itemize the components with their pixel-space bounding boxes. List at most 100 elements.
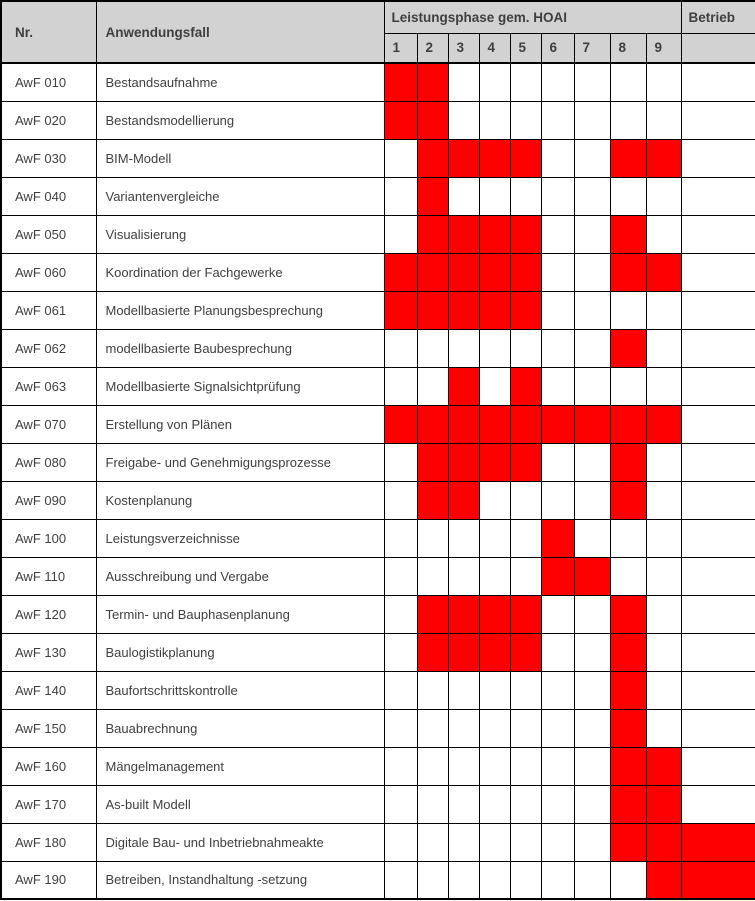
betrieb-cell — [680, 480, 755, 520]
table-row: AwF 170 As-built Modell — [0, 784, 755, 824]
phase-cell-3 — [447, 366, 480, 406]
phase-cell-2 — [416, 822, 449, 862]
phase-cell-5 — [509, 252, 542, 292]
phase-cell-9 — [645, 708, 682, 748]
phase-cell-3 — [447, 518, 480, 558]
table-row: AwF 060 Koordination der Fachgewerke — [0, 252, 755, 292]
phase-cell-9 — [645, 670, 682, 710]
phase-cell-7 — [573, 62, 611, 102]
phase-cell-9 — [645, 214, 682, 254]
phase-cell-8 — [609, 480, 647, 520]
table-row: AwF 070 Erstellung von Plänen — [0, 404, 755, 444]
phase-column-header-4: 4 — [478, 32, 511, 64]
phase-cell-7 — [573, 252, 611, 292]
row-label: As-built Modell — [95, 784, 385, 824]
phase-cell-3 — [447, 290, 480, 330]
phase-cell-5 — [509, 518, 542, 558]
phase-cell-6 — [540, 518, 575, 558]
table-row: AwF 160 Mängelmanagement — [0, 746, 755, 786]
row-label: BIM-Modell — [95, 138, 385, 178]
phase-cell-5 — [509, 62, 542, 102]
phase-cell-7 — [573, 670, 611, 710]
row-label: Leistungsverzeichnisse — [95, 518, 385, 558]
betrieb-cell — [680, 366, 755, 406]
phase-cell-3 — [447, 822, 480, 862]
phase-cell-6 — [540, 632, 575, 672]
betrieb-cell — [680, 138, 755, 178]
row-nr: AwF 063 — [0, 366, 97, 406]
phase-column-header-7: 7 — [573, 32, 611, 64]
phase-cell-4 — [478, 214, 511, 254]
phase-cell-4 — [478, 746, 511, 786]
phase-cell-2 — [416, 442, 449, 482]
phase-cell-5 — [509, 328, 542, 368]
phase-cell-8 — [609, 556, 647, 596]
phase-cell-6 — [540, 708, 575, 748]
phase-cell-7 — [573, 176, 611, 216]
table-row: AwF 180 Digitale Bau- und Inbetriebnahme… — [0, 822, 755, 862]
phase-cell-3 — [447, 138, 480, 178]
betrieb-cell — [680, 518, 755, 558]
phase-cell-7 — [573, 746, 611, 786]
phase-cell-8 — [609, 252, 647, 292]
phase-cell-9 — [645, 518, 682, 558]
row-nr: AwF 140 — [0, 670, 97, 710]
phase-cell-8 — [609, 442, 647, 482]
row-label: Modellbasierte Signalsichtprüfung — [95, 366, 385, 406]
phase-cell-2 — [416, 594, 449, 634]
row-label: Digitale Bau- und Inbetriebnahmeakte — [95, 822, 385, 862]
phase-cell-3 — [447, 708, 480, 748]
phase-cell-1 — [383, 138, 418, 178]
phase-cell-2 — [416, 328, 449, 368]
phase-cell-8 — [609, 290, 647, 330]
phase-cell-1 — [383, 670, 418, 710]
phase-cell-2 — [416, 62, 449, 102]
betrieb-cell — [680, 746, 755, 786]
row-label: Modellbasierte Planungsbesprechung — [95, 290, 385, 330]
phase-cell-3 — [447, 480, 480, 520]
row-label: Termin- und Bauphasenplanung — [95, 594, 385, 634]
row-label: Kostenplanung — [95, 480, 385, 520]
phase-cell-1 — [383, 214, 418, 254]
betrieb-cell — [680, 176, 755, 216]
phase-cell-1 — [383, 860, 418, 900]
phase-cell-6 — [540, 860, 575, 900]
table-row: AwF 050 Visualisierung — [0, 214, 755, 254]
phase-cell-5 — [509, 708, 542, 748]
row-label: Freigabe- und Genehmigungsprozesse — [95, 442, 385, 482]
phase-cell-1 — [383, 366, 418, 406]
phase-cell-3 — [447, 214, 480, 254]
nr-column-header: Nr. — [0, 0, 97, 64]
row-label: Betreiben, Instandhaltung -setzung — [95, 860, 385, 900]
phase-cell-5 — [509, 442, 542, 482]
phase-cell-2 — [416, 670, 449, 710]
phase-column-header-9: 9 — [645, 32, 682, 64]
phase-cell-4 — [478, 556, 511, 596]
phase-column-header-6: 6 — [540, 32, 575, 64]
phase-cell-4 — [478, 138, 511, 178]
phase-cell-5 — [509, 860, 542, 900]
phase-cell-4 — [478, 62, 511, 102]
phase-cell-1 — [383, 632, 418, 672]
phase-cell-6 — [540, 138, 575, 178]
betrieb-cell — [680, 708, 755, 748]
row-nr: AwF 150 — [0, 708, 97, 748]
phase-cell-3 — [447, 860, 480, 900]
phase-cell-7 — [573, 138, 611, 178]
phase-cell-4 — [478, 328, 511, 368]
phase-cell-1 — [383, 556, 418, 596]
phase-cell-6 — [540, 442, 575, 482]
phase-cell-1 — [383, 518, 418, 558]
betrieb-cell — [680, 860, 755, 900]
betrieb-cell — [680, 670, 755, 710]
phase-cell-7 — [573, 518, 611, 558]
row-nr: AwF 120 — [0, 594, 97, 634]
phase-cell-6 — [540, 290, 575, 330]
phase-cell-4 — [478, 708, 511, 748]
phase-cell-3 — [447, 594, 480, 634]
betrieb-cell — [680, 328, 755, 368]
phase-cell-8 — [609, 366, 647, 406]
phase-cell-3 — [447, 556, 480, 596]
phase-cell-2 — [416, 252, 449, 292]
phase-cell-2 — [416, 784, 449, 824]
